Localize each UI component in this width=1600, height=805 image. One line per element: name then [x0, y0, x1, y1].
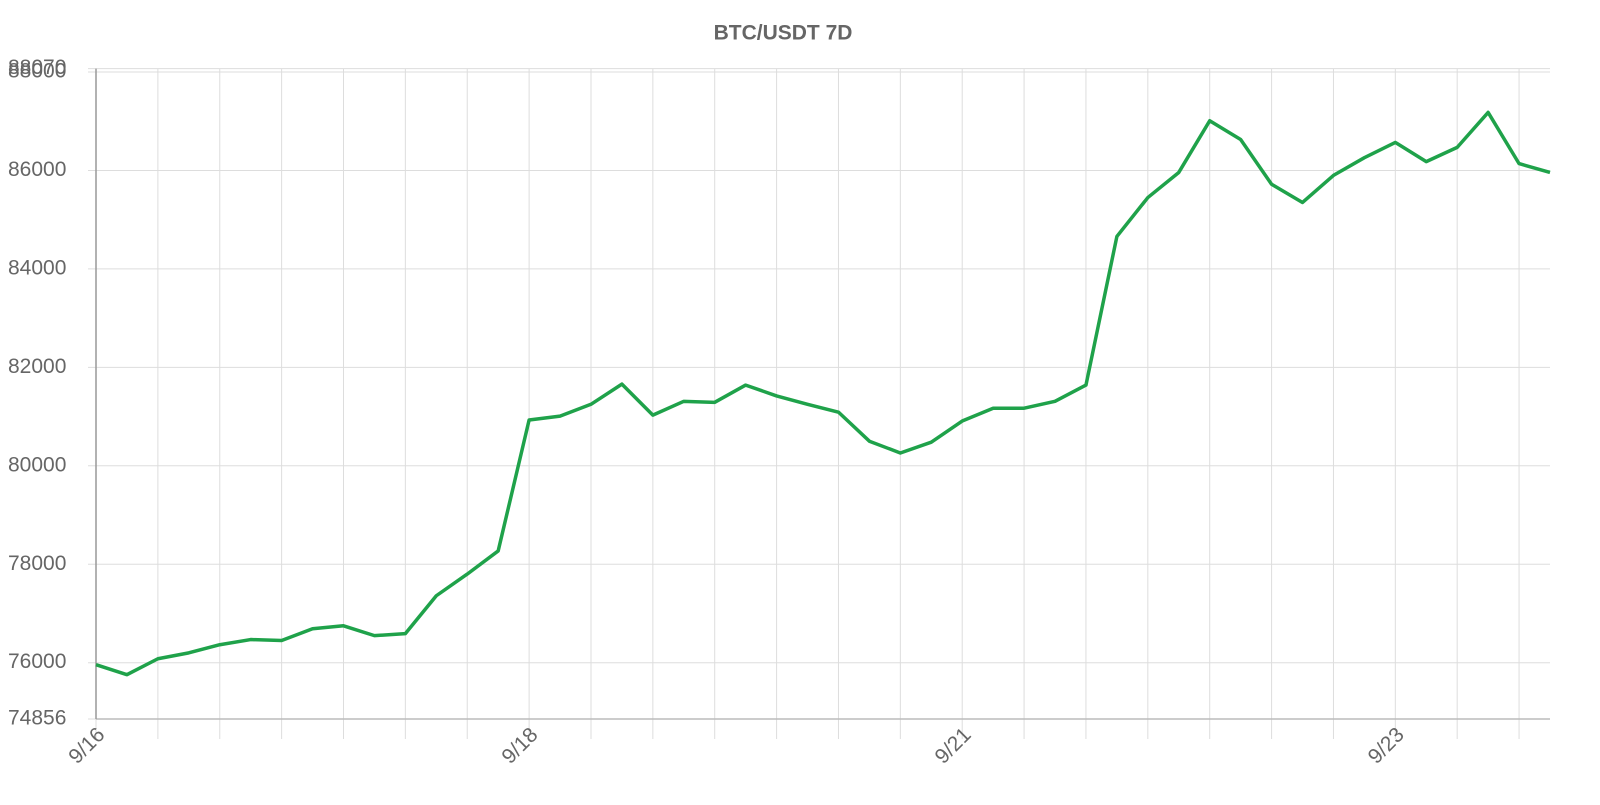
x-tick-label: 9/16: [64, 723, 109, 768]
y-tick-label: 86000: [8, 158, 66, 181]
y-tick-label: 88070: [8, 56, 66, 79]
chart-title: BTC/USDT 7D: [714, 22, 853, 45]
y-tick-label: 76000: [8, 650, 66, 673]
x-tick-label: 9/21: [931, 723, 976, 768]
y-tick-label: 74856: [8, 707, 66, 730]
y-tick-label: 88000: [8, 60, 66, 83]
y-tick-label: 78000: [8, 552, 66, 575]
x-tick-label: 9/23: [1364, 723, 1409, 768]
y-tick-label: 80000: [8, 453, 66, 476]
y-tick-label: 84000: [8, 256, 66, 279]
y-tick-label: 82000: [8, 355, 66, 378]
x-tick-label: 9/18: [497, 723, 542, 768]
price-line: [95, 110, 1551, 677]
